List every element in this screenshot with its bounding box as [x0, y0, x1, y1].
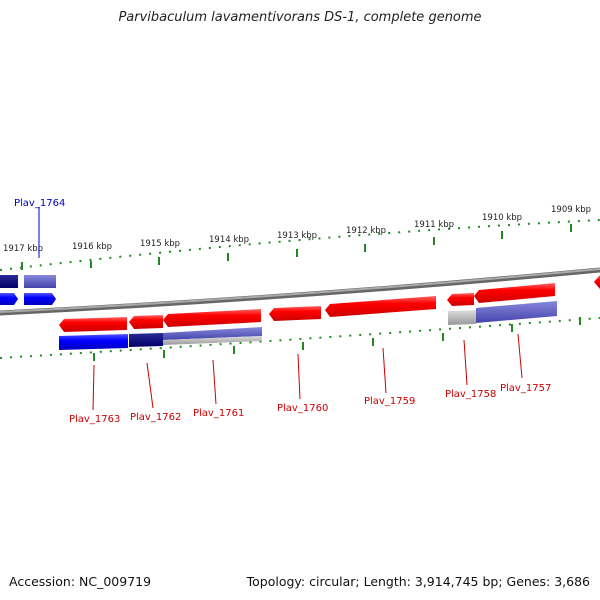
- gene-plav-1758-arrow[interactable]: [447, 293, 474, 306]
- gene-block[interactable]: [24, 275, 56, 288]
- gene-label-plav-1757[interactable]: Plav_1757: [500, 383, 551, 394]
- major-ticks-top: [21, 224, 572, 270]
- block-grey[interactable]: [448, 310, 476, 325]
- map-title: Parvibaculum lavamentivorans DS-1, compl…: [118, 10, 482, 25]
- gene-plav-1757-arrow[interactable]: [474, 283, 555, 303]
- gene-label-plav-1760[interactable]: Plav_1760: [277, 403, 328, 414]
- block-slate[interactable]: [163, 327, 262, 340]
- gene-plav-1763-arrow[interactable]: [59, 317, 127, 332]
- gene-labels[interactable]: Plav_1764 Plav_1763 Plav_1762 Plav_1761 …: [14, 198, 551, 425]
- gene-plav-1760-arrow[interactable]: [269, 306, 321, 321]
- major-ticks-bottom: [93, 317, 581, 361]
- reverse-blocks[interactable]: [59, 301, 557, 350]
- gene-label-plav-1764[interactable]: Plav_1764: [14, 198, 65, 209]
- scale-track-top: [0, 219, 600, 271]
- scale-label: 1916 kbp: [72, 242, 112, 252]
- scale-label: 1917 kbp: [3, 244, 43, 254]
- gene-left-blocks[interactable]: [0, 275, 56, 305]
- leader-lines: [38, 207, 523, 411]
- scale-label: 1913 kbp: [277, 231, 317, 241]
- gene-label-plav-1761[interactable]: Plav_1761: [193, 408, 244, 419]
- scale-labels: 1917 kbp 1916 kbp 1915 kbp 1914 kbp 1913…: [3, 205, 591, 254]
- block-grey[interactable]: [163, 336, 262, 345]
- forward-genes[interactable]: [59, 275, 600, 332]
- gene-plav-1761-arrow[interactable]: [163, 309, 261, 327]
- gene-arrow[interactable]: [24, 293, 56, 305]
- scale-label: 1911 kbp: [414, 220, 454, 230]
- accession-text: Accession: NC_009719: [9, 574, 152, 589]
- scale-label: 1914 kbp: [209, 235, 249, 245]
- scale-label: 1910 kbp: [482, 213, 522, 223]
- genome-summary: Topology: circular; Length: 3,914,745 bp…: [246, 574, 590, 589]
- block-navy[interactable]: [129, 333, 163, 347]
- gene-label-plav-1762[interactable]: Plav_1762: [130, 412, 181, 423]
- scale-label: 1915 kbp: [140, 239, 180, 249]
- block-blue[interactable]: [59, 334, 128, 350]
- scale-label: 1909 kbp: [551, 205, 591, 215]
- gene-label-plav-1759[interactable]: Plav_1759: [364, 396, 415, 407]
- gene-plav-1759-arrow[interactable]: [325, 296, 436, 317]
- block-slate[interactable]: [476, 301, 557, 323]
- scale-track-bottom: [0, 317, 600, 359]
- gene-block[interactable]: [0, 275, 18, 288]
- gene-label-plav-1758[interactable]: Plav_1758: [445, 389, 496, 400]
- scale-label: 1912 kbp: [346, 226, 386, 236]
- gene-edge-arrow[interactable]: [594, 275, 600, 289]
- gene-arrow[interactable]: [0, 293, 18, 305]
- gene-label-plav-1763[interactable]: Plav_1763: [69, 414, 120, 425]
- genome-backbone: [0, 267, 600, 316]
- gene-plav-1762-arrow[interactable]: [129, 315, 163, 329]
